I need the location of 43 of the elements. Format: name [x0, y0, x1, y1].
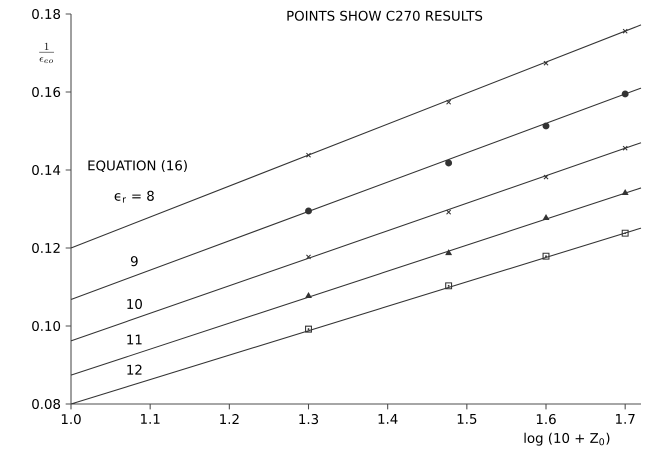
point	[622, 190, 628, 196]
point	[542, 252, 550, 260]
point	[542, 214, 550, 220]
y-tick-label: 0.16	[32, 86, 60, 98]
x-tick-label: 1.3	[299, 414, 318, 424]
point	[305, 207, 312, 214]
point	[622, 230, 629, 237]
point	[542, 122, 550, 130]
point	[306, 254, 312, 260]
point	[305, 292, 312, 298]
point	[446, 210, 452, 215]
point	[622, 28, 628, 34]
point	[305, 326, 312, 333]
y-tick-label: 0.10	[32, 320, 60, 332]
point	[622, 90, 629, 98]
x-axis-title: log (10 + Z$_{0}$)	[524, 432, 610, 446]
x-tick-label: 1.1	[141, 414, 160, 424]
series-label: 11	[127, 334, 142, 344]
chart-title: POINTS SHOW C270 RESULTS	[287, 10, 482, 21]
x-tick-label: 1.0	[62, 414, 81, 424]
x-tick-label: 1.4	[378, 414, 398, 424]
point	[445, 282, 452, 290]
y-tick-label: 0.18	[32, 8, 60, 20]
series-label: ϵ$_{r}$ = 8	[114, 190, 154, 203]
y-tick-label: 0.12	[32, 242, 60, 254]
point	[446, 250, 452, 256]
point	[306, 152, 312, 158]
point	[543, 60, 549, 66]
y-axis-title: $\frac{1}{\epsilon_{eo}}$	[39, 42, 54, 64]
series-label: 9	[130, 256, 138, 266]
x-tick-label: 1.5	[458, 414, 476, 424]
x-tick-label: 1.7	[616, 414, 635, 424]
point	[543, 174, 549, 180]
y-tick-label: 0.14	[32, 164, 60, 176]
point	[445, 160, 452, 166]
y-tick-label: 0.08	[32, 398, 60, 410]
x-tick-label: 1.6	[536, 414, 556, 424]
annotation: EQUATION (16)	[88, 160, 187, 172]
x-tick-label: 1.2	[220, 414, 239, 424]
series-label: 12	[127, 364, 142, 375]
point	[446, 100, 452, 105]
series-label: 10	[127, 298, 142, 310]
point	[622, 146, 628, 151]
